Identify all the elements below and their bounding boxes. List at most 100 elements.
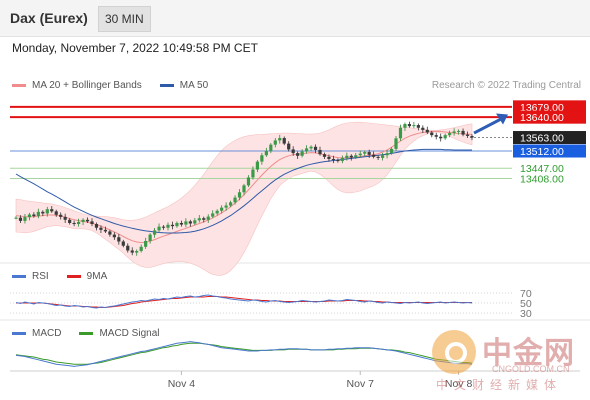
macd-legend: MACD MACD Signal [12,328,177,339]
candle-body [470,135,474,138]
candle-body [313,146,318,150]
candle-body [287,143,291,150]
candle-body [443,135,447,139]
price-label-13640.00: 13640.00 [520,112,564,124]
candle-body [331,158,336,161]
candle-body [242,185,246,193]
candle-body [90,221,94,225]
rsi-9ma-line [16,296,472,308]
candle-body [202,218,206,220]
price-tag-bg-13563.00 [513,131,586,145]
candle-body [126,245,130,251]
candle-body [255,161,260,170]
candle-body [398,127,403,139]
candle-body [175,222,179,227]
candle-body [452,131,456,134]
candle-body [170,224,175,227]
macd-line [15,341,473,367]
candle-body [148,234,152,241]
legend-ma50-label: MA 50 [179,80,209,91]
candle-body [193,220,197,224]
candle-body [349,155,353,158]
candle-body [407,124,412,127]
candle-body [296,153,300,156]
candle-body [300,151,304,156]
price-label-13408.00: 13408.00 [520,174,564,186]
candle-body [246,177,251,186]
timestamp: Monday, November 7, 2022 10:49:58 PM CET [12,41,258,55]
candle-body [72,222,76,225]
candle-body [345,155,349,158]
candle-body [403,124,407,128]
candle-body [367,152,371,155]
candle-body [184,221,188,225]
watermark-icon [432,330,476,374]
rsi-tick-label: 30 [520,308,532,320]
candle-body [81,219,85,222]
candle-body [211,213,215,217]
candle-body [27,214,32,218]
candle-body [139,246,143,252]
candle-body [282,138,286,144]
candle-body [99,227,103,230]
candle-body [425,129,429,133]
legend-macd-signal-label: MACD Signal [99,328,160,339]
rsi-line [15,294,473,309]
price-label-13512.00: 13512.00 [520,146,564,158]
candle-body [336,160,340,162]
candle-body [197,218,201,221]
candle-body [76,221,81,225]
candle-body [54,211,58,215]
watermark-subtitle: 中文财经新媒体 [436,378,563,392]
watermark-logo: 中金网 CNGOLD.COM.CN 中文财经新媒体 [432,326,582,396]
candle-body [273,140,277,145]
candle-body [215,210,219,214]
x-tick-label: Nov 8 [445,378,473,390]
candle-body [94,224,99,228]
macd-signal-line [15,342,473,365]
candle-body [416,125,420,128]
candle-body [380,155,385,158]
candle-body [322,154,327,157]
candle-body [394,138,398,149]
legend-ma20-label: MA 20 + Bollinger Bands [32,80,142,91]
candle-body [291,149,295,154]
candle-body [233,197,237,203]
candle-body [59,214,63,217]
watermark-brand: 中金网 [482,336,575,371]
candle-body [18,217,23,221]
candle-body [23,217,27,221]
credit-text: Research © 2022 Trading Central [431,80,581,91]
level-lines [10,105,512,180]
candle-body [188,221,192,224]
rsi-tick-label: 70 [520,288,532,300]
candle-body [372,154,376,157]
candlesticks [14,121,474,256]
candle-body [130,250,134,253]
candle-body [41,211,45,214]
candle-body [434,135,438,137]
candle-body [121,241,125,246]
candle-body [152,230,157,235]
candle-body [389,148,394,154]
price-tag-bg-13679.00 [513,100,586,114]
candle-body [465,134,470,136]
candle-body [63,216,67,220]
candle-body [461,130,465,135]
rsi-legend: RSI 9MA [12,271,125,282]
candle-body [251,169,255,178]
candle-body [68,219,72,223]
timeframe-button[interactable]: 30 MIN [98,6,151,32]
candle-body [278,138,282,141]
price-label-13447.00: 13447.00 [520,163,564,175]
candle-body [161,226,166,228]
candle-body [385,153,389,156]
legend-swatch-ma50 [159,84,174,87]
forecast-arrow-shaft [473,116,505,135]
candle-body [376,156,380,158]
candle-body [237,192,242,198]
watermark-url: CNGOLD.COM.CN [492,364,570,374]
candle-body [304,148,309,152]
candle-body [224,205,228,208]
